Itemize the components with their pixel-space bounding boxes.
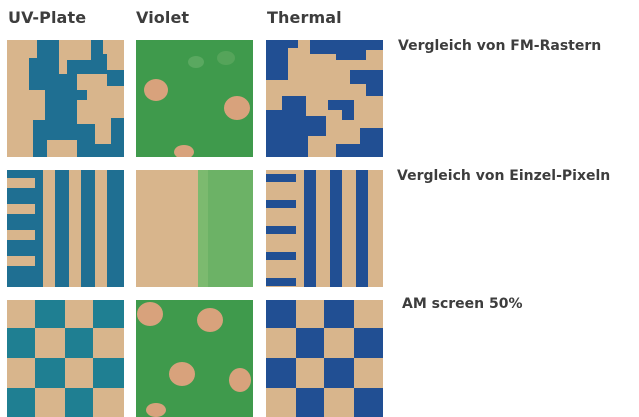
- row-label-einzel-pixel: Vergleich von Einzel-Pixeln: [397, 168, 611, 184]
- tile-uv-plate-am-screen: [7, 300, 124, 417]
- tile-thermal-einzel-pixel: [266, 170, 383, 287]
- row-label-fm-raster: Vergleich von FM-Rastern: [398, 38, 602, 54]
- tile-thermal-fm-raster: [266, 40, 383, 157]
- row-label-am-screen: AM screen 50%: [402, 296, 523, 312]
- tile-uv-plate-einzel-pixel: [7, 170, 124, 287]
- tile-uv-plate-fm-raster: [7, 40, 124, 157]
- column-header-uv-plate: UV-Plate: [8, 8, 87, 27]
- tile-violet-fm-raster: [136, 40, 253, 157]
- tile-thermal-am-screen: [266, 300, 383, 417]
- tile-violet-einzel-pixel: [136, 170, 253, 287]
- column-header-thermal: Thermal: [267, 8, 342, 27]
- tile-violet-am-screen: [136, 300, 253, 417]
- column-header-violet: Violet: [136, 8, 190, 27]
